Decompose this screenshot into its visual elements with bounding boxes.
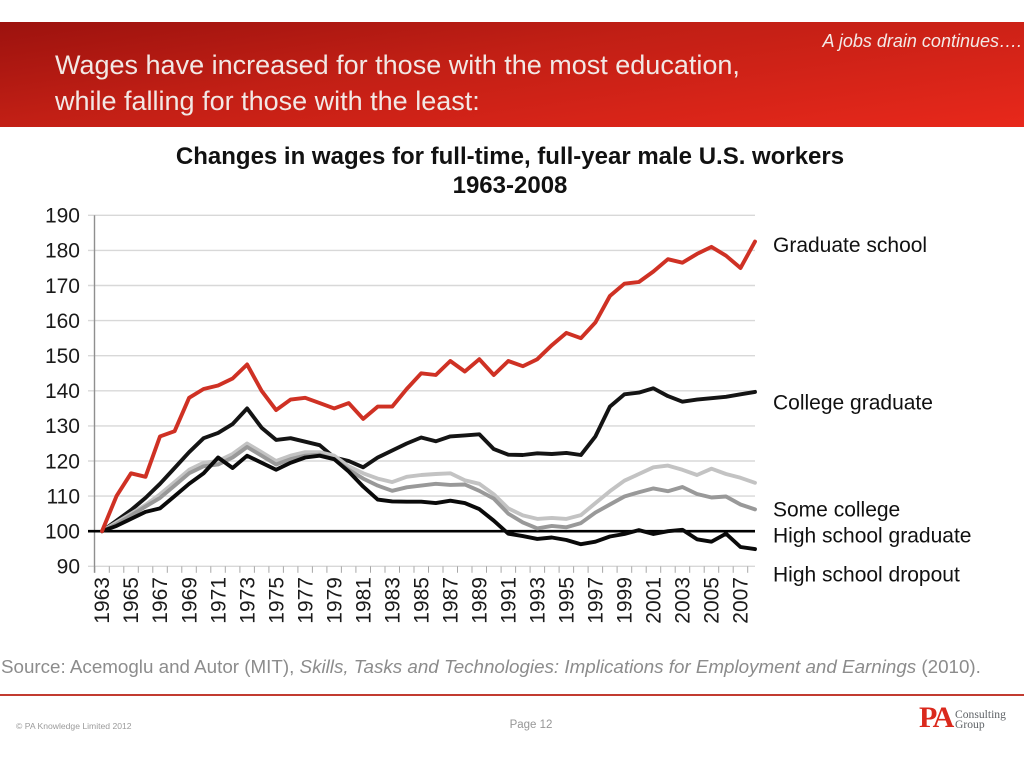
svg-text:120: 120 <box>45 450 80 473</box>
svg-text:High school graduate: High school graduate <box>773 525 971 548</box>
svg-text:1973: 1973 <box>236 577 259 624</box>
svg-text:2005: 2005 <box>701 577 724 624</box>
svg-text:2007: 2007 <box>730 577 753 624</box>
svg-text:Some college: Some college <box>773 499 900 522</box>
svg-text:100: 100 <box>45 521 80 544</box>
svg-text:College graduate: College graduate <box>773 392 933 415</box>
svg-text:130: 130 <box>45 415 80 438</box>
svg-text:1977: 1977 <box>294 577 317 624</box>
svg-text:1965: 1965 <box>120 577 143 624</box>
svg-text:110: 110 <box>47 485 80 508</box>
svg-text:1993: 1993 <box>527 577 550 624</box>
svg-text:1967: 1967 <box>149 577 172 624</box>
svg-text:90: 90 <box>57 556 80 579</box>
svg-text:1981: 1981 <box>352 577 375 624</box>
svg-text:1983: 1983 <box>381 577 404 624</box>
svg-text:1987: 1987 <box>440 577 463 624</box>
svg-text:2003: 2003 <box>672 577 695 624</box>
svg-text:160: 160 <box>45 310 80 333</box>
svg-text:1969: 1969 <box>178 577 201 624</box>
svg-text:190: 190 <box>45 205 80 228</box>
svg-text:1999: 1999 <box>614 577 637 624</box>
svg-text:1995: 1995 <box>556 577 579 624</box>
svg-text:1963: 1963 <box>91 577 114 624</box>
svg-text:1989: 1989 <box>469 577 492 624</box>
svg-text:1991: 1991 <box>498 577 521 624</box>
svg-text:High school dropout: High school dropout <box>773 563 960 586</box>
svg-text:1997: 1997 <box>585 577 608 624</box>
svg-text:1979: 1979 <box>323 577 346 624</box>
svg-text:140: 140 <box>45 380 80 403</box>
svg-text:1971: 1971 <box>207 577 230 624</box>
svg-text:170: 170 <box>45 275 80 298</box>
svg-text:1975: 1975 <box>265 577 288 624</box>
svg-text:2001: 2001 <box>643 577 666 624</box>
svg-text:1985: 1985 <box>410 577 433 624</box>
svg-text:180: 180 <box>45 240 80 263</box>
svg-text:150: 150 <box>45 345 80 368</box>
svg-text:Graduate school: Graduate school <box>773 234 927 257</box>
